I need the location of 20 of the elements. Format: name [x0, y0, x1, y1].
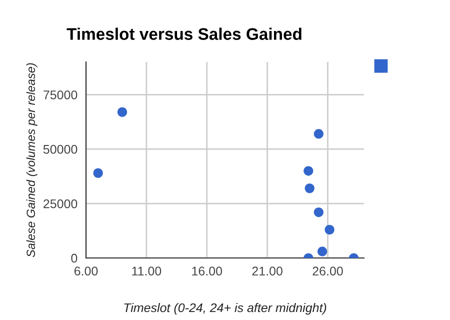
- point: [304, 166, 314, 176]
- y-tick-label: 0: [71, 254, 78, 263]
- point: [324, 224, 334, 234]
- y-axis-title: Salese Gained (volumes per release): [26, 63, 38, 258]
- point: [314, 129, 324, 139]
- y-tick-label: 75000: [44, 90, 78, 100]
- y-tick-label: 50000: [43, 144, 78, 154]
- y-tick-label: 25000: [44, 199, 78, 208]
- x-tick-label: 16.00: [192, 266, 222, 276]
- point: [314, 207, 324, 218]
- chart-title: Timeslot versus Sales Gained: [66, 28, 302, 40]
- point: [317, 246, 328, 256]
- point: [304, 184, 314, 194]
- point: [117, 107, 128, 117]
- x-tick-label: 26.00: [312, 266, 343, 276]
- x-tick-label: 11.00: [132, 266, 162, 276]
- x-tick-label: 6.00: [74, 266, 98, 276]
- x-axis-title: Timeslot (0-24, 24+ is after midnight): [124, 302, 326, 315]
- point: [93, 168, 103, 178]
- x-tick-label: 21.00: [252, 266, 282, 276]
